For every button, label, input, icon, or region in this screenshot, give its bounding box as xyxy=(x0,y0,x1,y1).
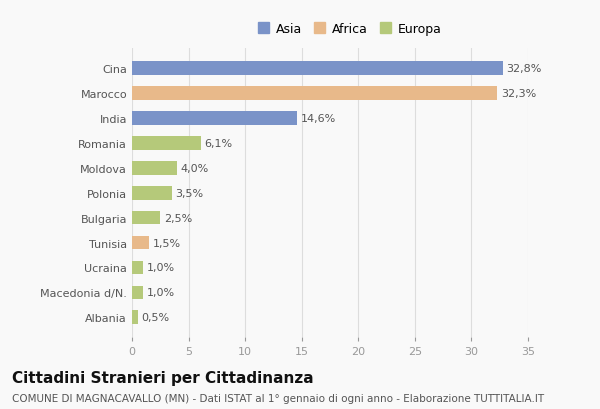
Text: COMUNE DI MAGNACAVALLO (MN) - Dati ISTAT al 1° gennaio di ogni anno - Elaborazio: COMUNE DI MAGNACAVALLO (MN) - Dati ISTAT… xyxy=(12,393,544,403)
Text: 2,5%: 2,5% xyxy=(164,213,192,223)
Bar xyxy=(132,137,201,151)
Bar xyxy=(132,211,160,225)
Text: 32,3%: 32,3% xyxy=(501,89,536,99)
Bar xyxy=(132,187,172,200)
Text: 1,0%: 1,0% xyxy=(147,263,175,273)
Bar xyxy=(132,286,143,299)
Text: 0,5%: 0,5% xyxy=(141,312,169,322)
Text: 1,5%: 1,5% xyxy=(152,238,181,248)
Text: 1,0%: 1,0% xyxy=(147,288,175,298)
Bar xyxy=(132,112,297,126)
Text: 6,1%: 6,1% xyxy=(205,139,233,148)
Bar xyxy=(132,311,137,324)
Text: Cittadini Stranieri per Cittadinanza: Cittadini Stranieri per Cittadinanza xyxy=(12,370,314,385)
Text: 4,0%: 4,0% xyxy=(181,164,209,173)
Bar xyxy=(132,236,149,250)
Bar xyxy=(132,162,177,175)
Bar xyxy=(132,87,497,101)
Text: 14,6%: 14,6% xyxy=(301,114,336,124)
Bar xyxy=(132,261,143,274)
Text: 32,8%: 32,8% xyxy=(506,64,542,74)
Bar xyxy=(132,62,503,76)
Text: 3,5%: 3,5% xyxy=(175,188,203,198)
Legend: Asia, Africa, Europa: Asia, Africa, Europa xyxy=(253,18,446,41)
